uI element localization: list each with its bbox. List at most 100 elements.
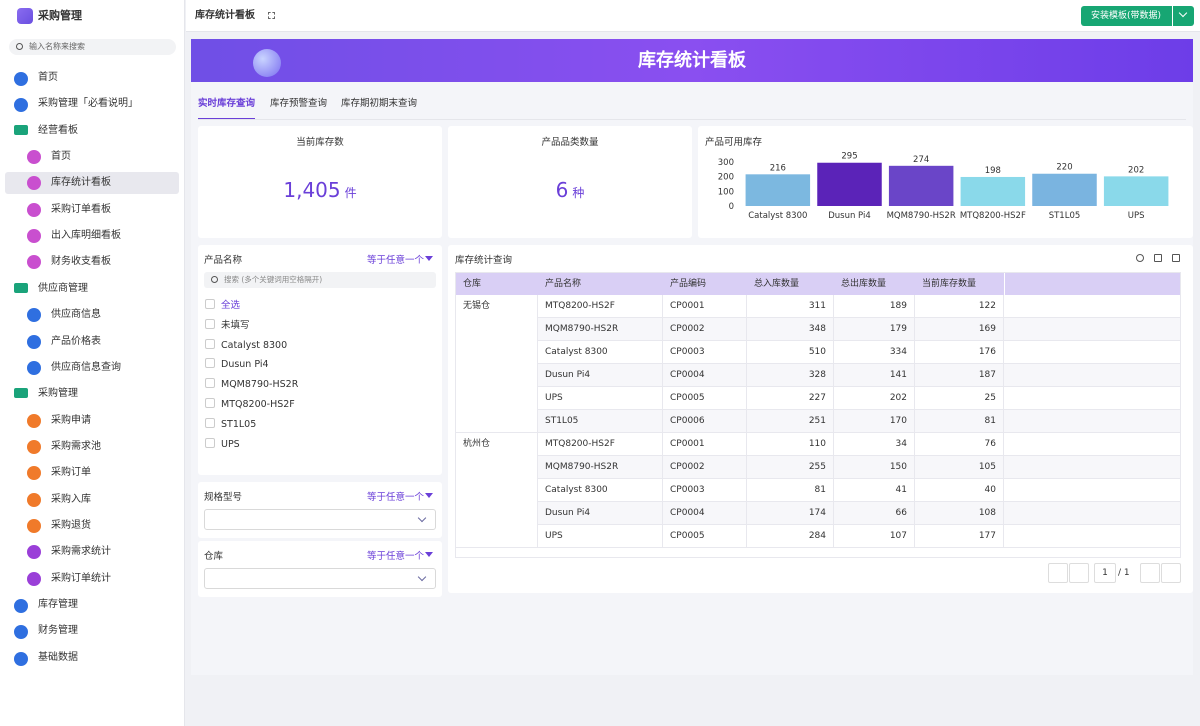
menu-item[interactable]: 采购订单看板 <box>5 199 179 221</box>
page-input[interactable]: 1 <box>1094 563 1116 583</box>
menu-item[interactable]: 首页 <box>5 67 179 89</box>
menu-icon <box>27 308 41 323</box>
folder-icon <box>14 282 28 293</box>
filter-mode[interactable]: 等于任意一个 <box>348 252 436 266</box>
prev-page[interactable] <box>1069 563 1089 583</box>
filter-option[interactable]: 全选 <box>205 299 425 313</box>
table-cell: CP0005 <box>663 387 747 410</box>
menu-label: 财务收支看板 <box>51 256 111 268</box>
menu-label: 首页 <box>51 151 71 163</box>
install-button-label: 安装模板(带数据) <box>1091 11 1162 21</box>
menu-label: 首页 <box>38 72 58 83</box>
menu-icon <box>14 625 28 640</box>
filter-select[interactable] <box>204 509 436 530</box>
tab[interactable]: 库存预警查询 <box>270 98 328 109</box>
checkbox <box>205 398 215 408</box>
filter-mode[interactable]: 等于任意一个 <box>348 489 436 503</box>
menu-item[interactable]: 采购入库 <box>5 489 179 511</box>
menu-item[interactable]: 经营看板 <box>5 120 179 142</box>
top-bar <box>186 0 1200 32</box>
table-cell: 122 <box>915 295 1004 318</box>
menu-item[interactable]: 采购申请 <box>5 410 179 432</box>
table-cell: Catalyst 8300 <box>538 479 663 502</box>
menu-item[interactable]: 采购需求统计 <box>5 541 179 563</box>
x-tick-label: MQM8790-HS2R <box>887 211 956 221</box>
sidebar: 采购管理 输入名称来搜索 首页 采购管理「必看说明」 经营看板 首页 库存统计看板 采购订单看… <box>0 0 185 726</box>
menu-item[interactable]: 财务收支看板 <box>5 251 179 273</box>
option-label: MTQ8200-HS2F <box>221 399 295 410</box>
menu-item[interactable]: 库存统计看板 <box>5 172 179 195</box>
banner: 库存统计看板 <box>191 39 1193 82</box>
menu-item[interactable]: 采购管理 <box>5 383 179 405</box>
menu-item[interactable]: 出入库明细看板 <box>5 225 179 247</box>
menu-label: 采购需求统计 <box>51 546 111 558</box>
chart-title: 产品可用库存 <box>705 137 763 148</box>
checkbox <box>205 299 215 309</box>
bar <box>745 174 811 206</box>
warehouse-cell: 无锡仓 <box>456 295 538 433</box>
column-header: 产品名称 <box>545 279 582 289</box>
menu-item[interactable]: 库存管理 <box>5 594 179 616</box>
filter-option[interactable]: ST1L05 <box>205 417 425 432</box>
fullscreen-icon[interactable] <box>268 12 275 19</box>
menu-label: 采购需求池 <box>51 440 101 452</box>
menu-item[interactable]: 采购订单 <box>5 462 179 484</box>
column-header: 产品编码 <box>670 279 707 289</box>
menu-label: 库存统计看板 <box>51 177 111 189</box>
menu-item[interactable]: 供应商信息 <box>5 304 179 326</box>
table-cell: 81 <box>915 410 1004 433</box>
menu-item[interactable]: 财务管理 <box>5 620 179 642</box>
y-tick-label: 300 <box>718 158 734 168</box>
caret <box>425 493 433 498</box>
menu-icon <box>14 72 28 86</box>
table-cell: 348 <box>747 318 834 341</box>
table-cell: 284 <box>747 525 834 548</box>
fullscreen-icon[interactable] <box>1172 254 1180 262</box>
menu-item[interactable]: 供应商信息查询 <box>5 357 179 379</box>
filter-option[interactable]: 未填写 <box>205 318 425 333</box>
menu-label: 库存管理 <box>38 599 78 610</box>
filter-select[interactable] <box>204 568 436 589</box>
first-page[interactable] <box>1048 563 1068 583</box>
menu-item[interactable]: 首页 <box>5 146 179 168</box>
filter-option[interactable]: Dusun Pi4 <box>205 358 425 372</box>
menu-item[interactable]: 采购订单统计 <box>5 568 179 590</box>
column-header: 总入库数量 <box>754 279 800 289</box>
bar <box>888 165 954 206</box>
table-row: ST1L05 CP0006 251 170 81 <box>538 410 1180 433</box>
table-cell: ST1L05 <box>538 410 663 433</box>
page-total: / 1 <box>1118 568 1130 578</box>
last-page[interactable] <box>1161 563 1181 583</box>
table-cell: MQM8790-HS2R <box>538 318 663 341</box>
menu-item[interactable]: 采购管理「必看说明」 <box>5 93 179 115</box>
search-icon <box>211 276 218 283</box>
menu-icon <box>27 360 41 375</box>
menu-item[interactable]: 供应商管理 <box>5 278 179 300</box>
tab[interactable]: 实时库存查询 <box>198 98 256 109</box>
filter-option[interactable]: MQM8790-HS2R <box>205 378 425 392</box>
menu-item[interactable]: 采购退货 <box>5 515 179 537</box>
filter-option[interactable]: UPS <box>205 437 425 452</box>
filter-option[interactable]: Catalyst 8300 <box>205 338 425 353</box>
menu-label: 供应商管理 <box>38 282 88 294</box>
kpi-value: 1,405 <box>283 178 341 202</box>
install-button[interactable]: 安装模板(带数据) <box>1081 6 1194 26</box>
menu-item[interactable]: 基础数据 <box>5 647 179 669</box>
refresh-icon[interactable] <box>1136 254 1144 262</box>
table-cell: 105 <box>915 456 1004 479</box>
tab[interactable]: 库存期初期末查询 <box>341 98 418 109</box>
filter-mode[interactable]: 等于任意一个 <box>348 548 436 562</box>
menu-item[interactable]: 产品价格表 <box>5 331 179 353</box>
sort-icon[interactable] <box>1154 254 1162 262</box>
kpi-value-row: 1,405 件 <box>198 178 442 208</box>
kpi-card: 产品品类数量 6 种 <box>448 126 692 238</box>
bar-value-label: 274 <box>913 155 929 165</box>
menu-item[interactable]: 采购需求池 <box>5 436 179 458</box>
filter-search[interactable]: 搜索 (多个关键词用空格隔开) <box>204 272 436 288</box>
filter-option[interactable]: MTQ8200-HS2F <box>205 398 425 412</box>
next-page[interactable] <box>1140 563 1160 583</box>
search-box[interactable]: 输入名称来搜索 <box>9 39 176 55</box>
menu-icon <box>27 150 41 165</box>
select-caret <box>417 513 427 523</box>
menu-label: 采购管理「必看说明」 <box>38 98 138 110</box>
